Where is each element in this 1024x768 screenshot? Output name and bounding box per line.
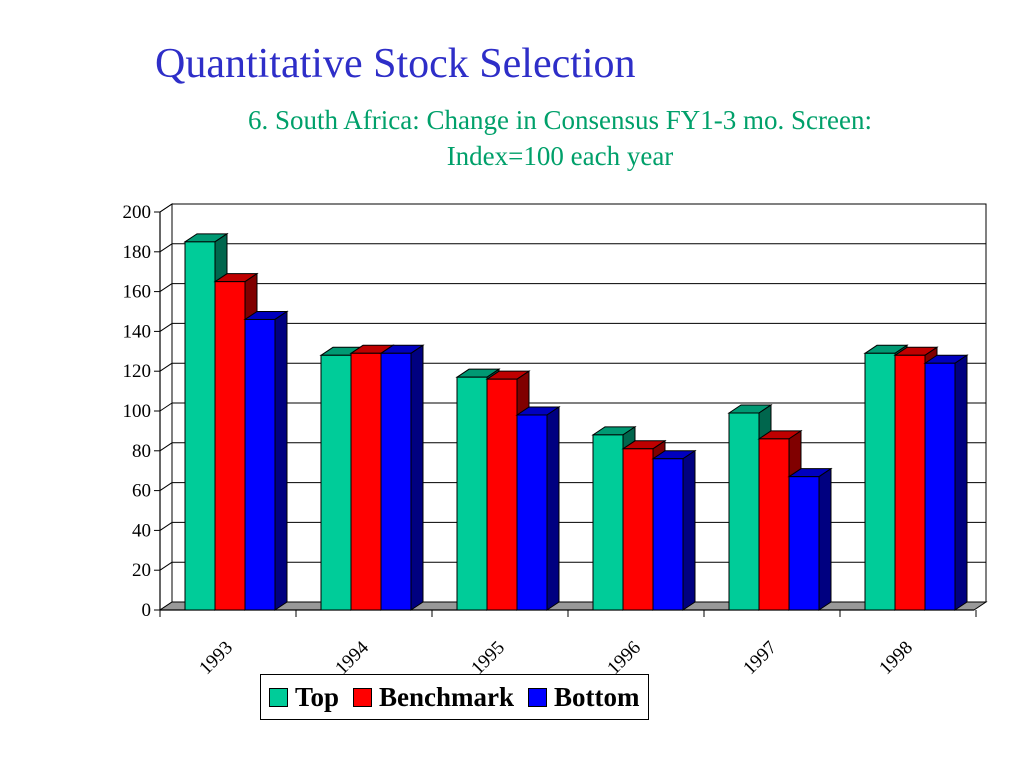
legend-label-bottom: Bottom <box>554 681 640 712</box>
x-tick-label: 1995 <box>467 637 509 679</box>
y-tick-label: 140 <box>123 321 152 342</box>
legend-swatch-bottom <box>528 687 548 707</box>
gridline-side <box>159 442 173 452</box>
gridline-side <box>159 402 173 412</box>
y-tick-label: 40 <box>132 520 151 541</box>
bar-front <box>788 476 820 611</box>
x-tick-label: 1994 <box>331 637 373 679</box>
legend-swatch-top <box>269 687 288 707</box>
y-tick-label: 80 <box>132 441 151 462</box>
bar-front <box>652 458 684 611</box>
y-tick-label: 160 <box>123 282 152 303</box>
y-tick-label: 120 <box>123 361 152 382</box>
y-tick-label: 60 <box>132 481 151 502</box>
bar-side <box>274 310 288 611</box>
legend-swatch-benchmark <box>353 687 373 707</box>
bar-front <box>486 378 518 611</box>
bar-front <box>456 376 488 611</box>
bar-side <box>546 406 560 611</box>
gridline-side <box>159 482 173 492</box>
bar-front <box>622 448 654 611</box>
gridline-side <box>159 322 173 332</box>
chart-legend: Top Benchmark Bottom <box>260 674 649 720</box>
bar <box>379 344 425 611</box>
legend-item-top: Top <box>269 682 339 713</box>
bar-side <box>410 344 424 611</box>
bar-side <box>818 467 832 611</box>
bar-front <box>380 352 412 611</box>
bar-front <box>924 362 956 611</box>
x-tick-label: 1996 <box>603 637 645 679</box>
bar-front <box>244 318 276 611</box>
y-tick-label: 100 <box>123 401 152 422</box>
legend-item-benchmark: Benchmark <box>353 682 514 713</box>
x-tick-label: 1997 <box>739 637 781 679</box>
bar-front <box>516 414 548 611</box>
bar-front <box>214 281 246 611</box>
bar-front <box>864 352 896 611</box>
bar-front <box>184 241 216 611</box>
legend-label-benchmark: Benchmark <box>379 681 515 712</box>
bar-side <box>682 449 696 611</box>
y-tick-label: 0 <box>142 600 152 621</box>
legend-label-top: Top <box>295 681 340 712</box>
bar-front <box>350 352 382 611</box>
bar <box>515 406 561 611</box>
gridline-side <box>159 362 173 372</box>
bar-front <box>894 354 926 611</box>
labels-layer: 0 20 40 60 80 100 120 140 160 180 200 1993 1994 1995 1… <box>123 202 917 679</box>
chart-subtitle: 6. South Africa: Change in Consensus FY1… <box>140 102 980 174</box>
gridline-side <box>159 561 173 571</box>
gridline-side <box>159 203 173 213</box>
x-tick-label: 1998 <box>875 637 917 679</box>
gridline-side <box>159 283 173 293</box>
y-tick-label: 20 <box>132 560 151 581</box>
bar <box>787 467 833 611</box>
bar-front <box>758 438 790 611</box>
subtitle-line-2: Index=100 each year <box>446 141 674 171</box>
legend-item-bottom: Bottom <box>528 681 640 713</box>
gridline-side <box>159 521 173 531</box>
bar-front <box>592 434 624 611</box>
subtitle-line-1: 6. South Africa: Change in Consensus FY1… <box>248 105 872 135</box>
bars-layer <box>183 232 969 611</box>
bar <box>651 449 697 611</box>
bar <box>923 354 969 611</box>
grid-layer <box>159 203 987 611</box>
bar-side <box>954 354 968 611</box>
y-tick-label: 200 <box>123 202 152 223</box>
bar-front <box>320 354 352 611</box>
bar <box>243 310 289 611</box>
bar-front <box>728 412 760 611</box>
gridline-side <box>159 243 173 253</box>
page-title: Quantitative Stock Selection <box>155 41 636 87</box>
y-tick-label: 180 <box>123 242 152 263</box>
x-tick-label: 1993 <box>195 637 237 679</box>
